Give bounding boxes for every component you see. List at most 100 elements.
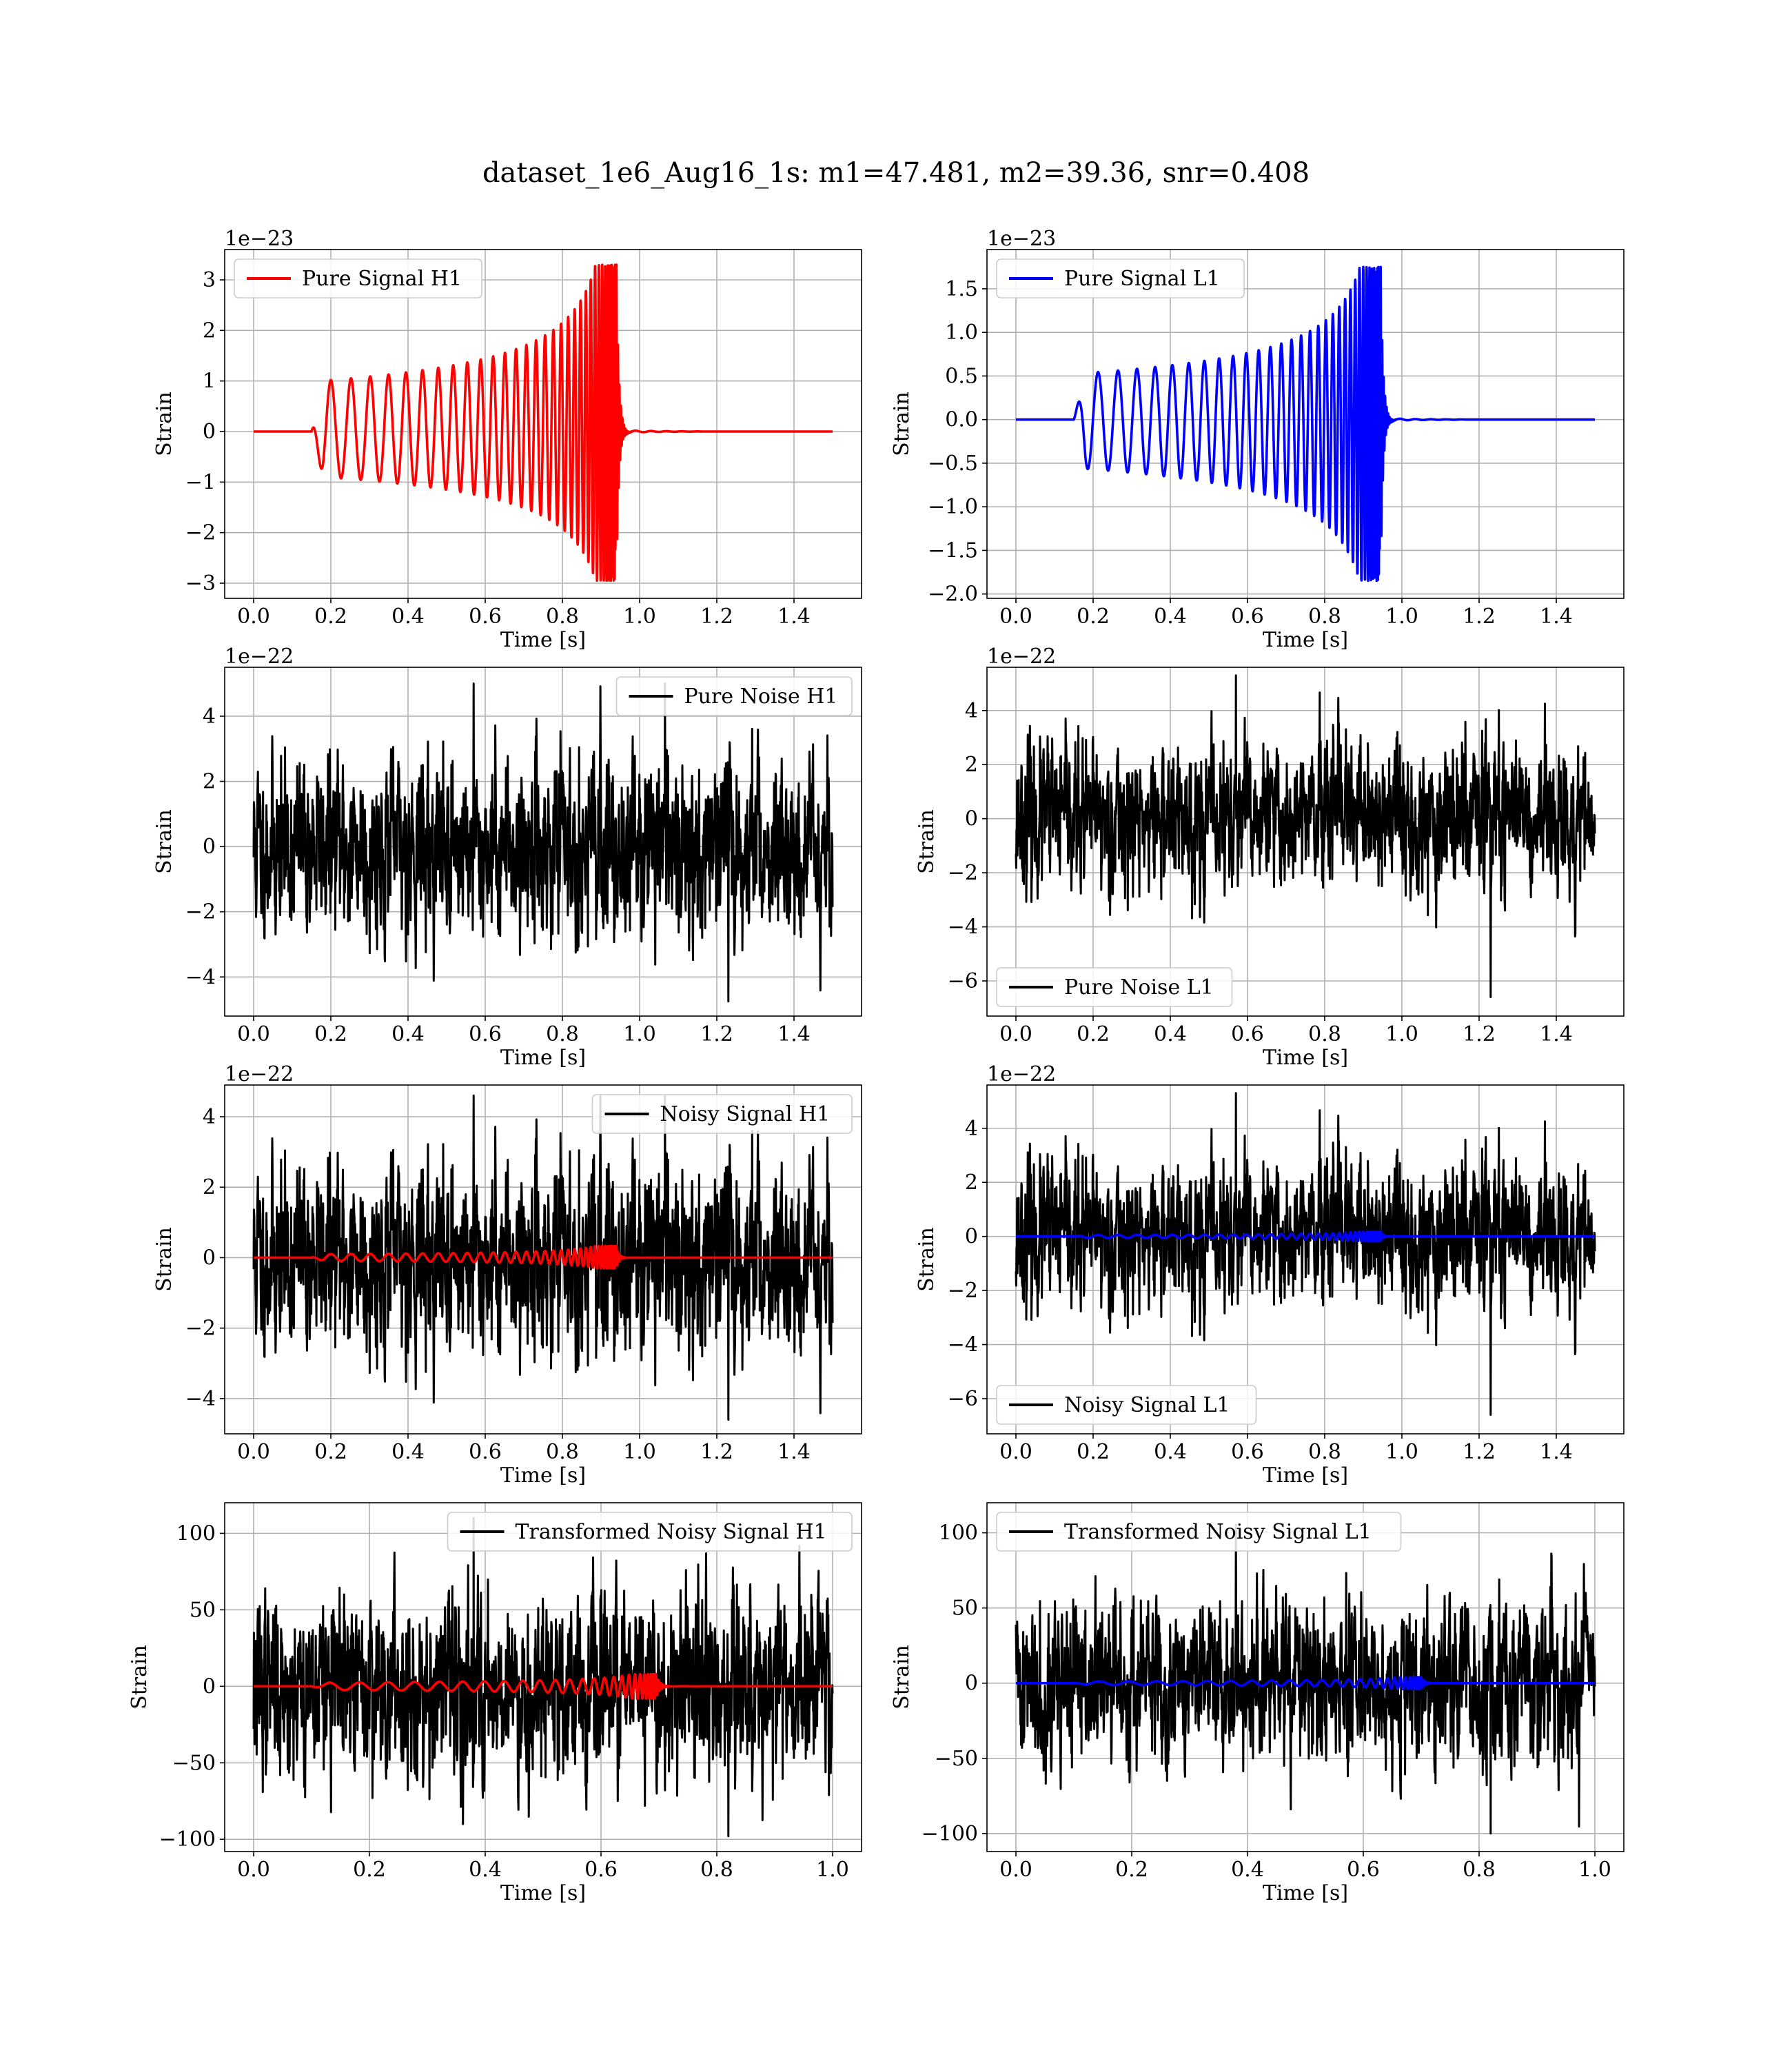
legend-box (447, 1512, 853, 1552)
x-tick-label: 1.2 (700, 1440, 733, 1464)
axes-frame (224, 1084, 862, 1435)
x-tick-label: 0.8 (546, 605, 579, 629)
y-tick-label: −1 (185, 470, 216, 494)
x-tick-label: 1.4 (1540, 605, 1573, 629)
y-tick-label: 0.5 (945, 364, 978, 388)
y-tick-label: 2 (203, 318, 216, 343)
y-tick-label: −2 (948, 1279, 978, 1303)
legend-box (996, 1385, 1257, 1425)
y-tick-label: −4 (185, 1387, 216, 1411)
x-tick-label: 0.6 (1231, 605, 1264, 629)
y-tick-label: −100 (922, 1822, 978, 1846)
x-tick-label: 0.0 (999, 1858, 1032, 1882)
x-tick-label: 1.2 (700, 605, 733, 629)
legend-label: Transformed Noisy Signal L1 (1064, 1520, 1372, 1544)
y-tick-label: −1.0 (928, 495, 978, 519)
x-tick-label: 0.2 (1077, 1440, 1110, 1464)
x-tick-label: 0.6 (469, 605, 502, 629)
x-tick-label: 0.6 (469, 1440, 502, 1464)
x-tick-label: 1.2 (1463, 605, 1496, 629)
x-tick-label: 0.6 (1231, 1440, 1264, 1464)
x-tick-label: 0.6 (1347, 1858, 1380, 1882)
legend-label: Noisy Signal H1 (660, 1102, 831, 1126)
subplot-1: 0.0 0.2 0.4 0.6 0.8 1.0 1.2 1.4 −3 −2 −1 0 1 2 3 Time [… (152, 227, 862, 652)
plot-area (252, 682, 834, 1003)
y-tick-label: 4 (203, 1105, 216, 1129)
y-tick-label: −2.0 (928, 582, 978, 607)
legend: Pure Noise L1 (996, 967, 1233, 1007)
axes-frame (986, 1502, 1625, 1852)
y-axis-label: Strain (915, 809, 939, 874)
y-axis-label: Strain (152, 1227, 176, 1292)
series-line (1015, 1092, 1596, 1416)
x-tick-label: 1.4 (777, 1440, 811, 1464)
y-tick-label: −2 (185, 521, 216, 545)
plot-area (1015, 1092, 1596, 1416)
y-tick-label: 2 (965, 1170, 978, 1195)
y-tick-label: 2 (203, 770, 216, 794)
x-tick-label: 0.0 (999, 605, 1032, 629)
y-tick-label: 0 (965, 1672, 978, 1696)
legend-box (996, 967, 1233, 1007)
series-line (252, 682, 834, 1003)
y-tick-label: 3 (203, 268, 216, 292)
axis-offset-text: 1e−22 (225, 645, 294, 669)
x-tick-label: 0.2 (353, 1858, 386, 1882)
legend-box (591, 1094, 853, 1134)
y-tick-label: −4 (185, 965, 216, 989)
legend: Transformed Noisy Signal L1 (996, 1512, 1402, 1552)
plot-area (1015, 674, 1596, 998)
x-tick-label: 1.0 (1385, 605, 1418, 629)
y-tick-label: 4 (965, 699, 978, 723)
x-tick-label: 0.2 (1077, 605, 1110, 629)
subplot-5: 0.0 0.2 0.4 0.6 0.8 1.0 1.2 1.4 −4 −2 0 2 4 Time [s] S… (152, 1062, 862, 1488)
legend-box (996, 258, 1245, 298)
y-tick-label: 4 (965, 1117, 978, 1141)
axis-offset-text: 1e−22 (987, 645, 1056, 669)
figure-title: dataset_1e6_Aug16_1s: m1=47.481, m2=39.3… (482, 157, 1310, 189)
x-tick-label: 0.0 (237, 605, 270, 629)
x-tick-label: 0.8 (1463, 1858, 1496, 1882)
y-tick-label: −50 (935, 1747, 978, 1771)
series-line (252, 263, 834, 582)
x-tick-label: 1.4 (1540, 1022, 1573, 1046)
y-tick-label: 0 (965, 807, 978, 831)
axes-frame (224, 249, 862, 599)
x-tick-label: 1.4 (1540, 1440, 1573, 1464)
x-tick-label: 1.0 (1385, 1440, 1418, 1464)
x-tick-label: 0.0 (237, 1858, 270, 1882)
subplot-8: 0.0 0.2 0.4 0.6 0.8 1.0 −100 −50 0 50 100 Time [s] S… (890, 1502, 1625, 1905)
legend-label: Pure Noise L1 (1064, 975, 1214, 1000)
x-tick-label: 1.2 (1463, 1440, 1496, 1464)
legend: Noisy Signal H1 (591, 1094, 853, 1134)
y-tick-label: −100 (159, 1827, 216, 1852)
x-tick-label: 0.4 (391, 605, 425, 629)
x-tick-label: 1.0 (623, 1022, 656, 1046)
x-tick-label: 0.8 (546, 1022, 579, 1046)
y-tick-label: 2 (965, 753, 978, 777)
x-tick-label: 0.4 (391, 1440, 425, 1464)
x-tick-label: 0.2 (1077, 1022, 1110, 1046)
subplot-7: 0.0 0.2 0.4 0.6 0.8 1.0 −100 −50 0 50 100 Time [s] S… (128, 1502, 862, 1905)
plot-area (252, 1517, 834, 1838)
legend: Pure Noise H1 (615, 676, 853, 716)
plot-area (1015, 265, 1596, 582)
x-axis-label: Time [s] (1263, 1463, 1348, 1488)
subplot-4: 0.0 0.2 0.4 0.6 0.8 1.0 1.2 1.4 −6 −4 −2 0 2 4 Time [s… (915, 645, 1625, 1070)
x-tick-label: 0.8 (1308, 1022, 1341, 1046)
x-axis-label: Time [s] (500, 1046, 586, 1070)
x-tick-label: 0.2 (314, 1440, 347, 1464)
y-tick-label: −2 (185, 900, 216, 924)
series-line (252, 1517, 834, 1838)
x-tick-label: 0.4 (1154, 605, 1187, 629)
legend-box (234, 258, 482, 298)
legend: Pure Signal L1 (996, 258, 1245, 298)
subplot-6: 0.0 0.2 0.4 0.6 0.8 1.0 1.2 1.4 −6 −4 −2 0 2 4 Time [s… (915, 1062, 1625, 1488)
plot-area (252, 1094, 834, 1421)
y-tick-label: −2 (948, 861, 978, 885)
y-axis-label: Strain (890, 1645, 914, 1710)
axes-frame (986, 1084, 1625, 1435)
y-tick-label: 0 (203, 1246, 216, 1270)
x-tick-label: 0.6 (469, 1022, 502, 1046)
